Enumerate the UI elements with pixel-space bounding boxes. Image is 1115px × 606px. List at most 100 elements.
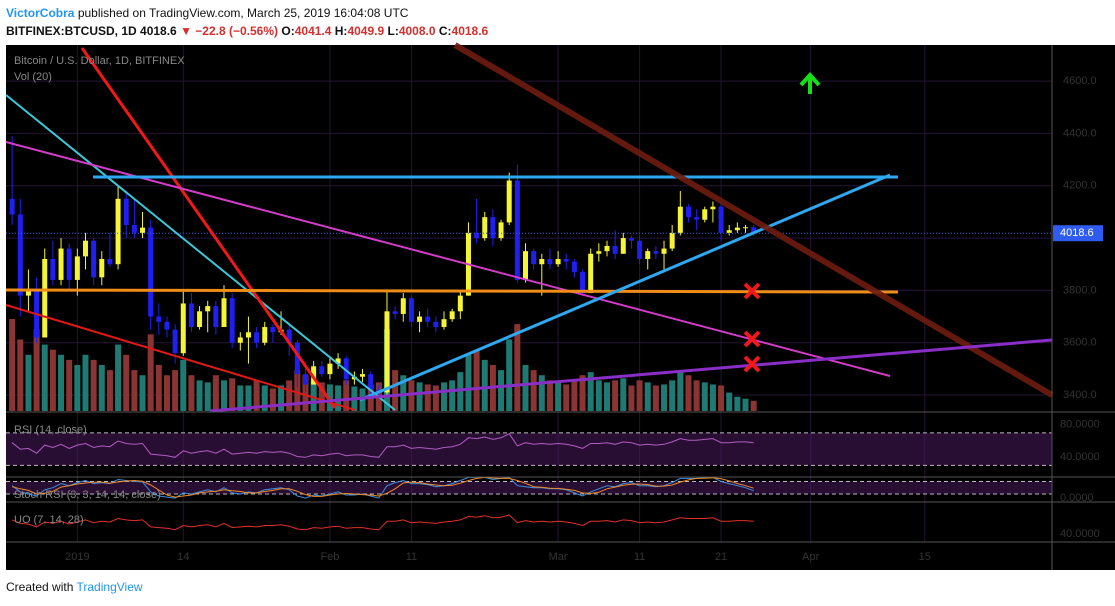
candle-body [637, 240, 643, 260]
volume-bar [253, 380, 260, 411]
volume-bar [196, 380, 203, 411]
volume-bar [661, 384, 668, 411]
candle-body [392, 311, 398, 314]
volume-bar [123, 354, 130, 411]
candle-body [245, 332, 251, 338]
volume-bar [498, 370, 505, 411]
volume-bar [612, 380, 619, 411]
candle-body [140, 227, 146, 233]
candle-body [408, 298, 414, 322]
volume-bar [685, 375, 692, 411]
volume-bar [473, 349, 480, 411]
volume-bar [571, 380, 578, 411]
candle-body [449, 311, 455, 320]
volume-bar [261, 385, 268, 411]
volume-bar [98, 365, 105, 411]
candle-body [751, 227, 757, 234]
candle-body [734, 227, 740, 231]
indicator-line [11, 476, 754, 498]
volume-bar [726, 392, 733, 411]
volume-bar [302, 375, 309, 411]
volume-bar [343, 380, 350, 411]
volume-bar [131, 370, 138, 411]
volume-bar [392, 370, 399, 411]
volume-bar [163, 375, 170, 411]
volume-bar [718, 385, 725, 411]
y-tick-label: 40.0000 [1060, 528, 1100, 540]
volume-bar [106, 370, 113, 411]
volume-bar [750, 400, 757, 411]
candle-body [702, 209, 708, 220]
volume-bar [734, 396, 741, 411]
volume-bar [147, 334, 154, 411]
candle-body [319, 366, 325, 375]
ohlc-label: O: [281, 24, 295, 38]
x-tick-label: Mar [549, 551, 568, 563]
y-tick-label: 3800.0 [1063, 284, 1097, 296]
candle-body [42, 259, 48, 338]
ohlc-label: C: [438, 24, 452, 38]
candle-body [457, 295, 463, 312]
candle-body [82, 240, 88, 257]
volume-bar [652, 385, 659, 411]
volume-bar [318, 382, 325, 411]
volume-bar [449, 380, 456, 411]
candle-body [661, 248, 667, 254]
volume-bar [620, 378, 627, 411]
volume-bar [522, 365, 529, 411]
volume-bar [204, 382, 211, 411]
volume-bar [82, 354, 89, 411]
candle-body [506, 180, 512, 223]
candle-body [474, 232, 480, 239]
candle-body [360, 374, 366, 377]
volume-bar [514, 324, 521, 411]
candle-body [262, 327, 268, 343]
header: VictorCobra published on TradingView.com… [6, 4, 488, 40]
candle-body [563, 259, 569, 262]
candle-body [677, 206, 683, 233]
published: published on TradingView.com, March 25, … [77, 6, 409, 20]
cross-mark [743, 282, 761, 300]
axes: 2019 14 Feb 11 Mar 11 21 Apr 15 3400.0 3600.0 3800.… [6, 45, 1115, 570]
candle-body [270, 327, 276, 333]
volume-bar [546, 380, 553, 411]
y-tick-label: 40.0000 [1060, 451, 1100, 463]
candle-body [188, 303, 194, 328]
indicator-title: UO (7, 14, 28) [14, 514, 84, 526]
volume-bar [424, 384, 431, 411]
change: −22.8 (−0.56%) [195, 24, 279, 38]
candle-body [156, 316, 162, 322]
candle-body [148, 227, 154, 317]
volume-bar [416, 382, 423, 411]
volume-bar [587, 372, 594, 411]
brand[interactable]: TradingView [76, 580, 143, 594]
chart-title: Bitcoin / U.S. Dollar, 1D, BITFINEX [14, 55, 185, 67]
trend-line [5, 94, 396, 411]
volume-bar [603, 382, 610, 411]
symbol: BITFINEX:BTCUSD, 1D [6, 24, 137, 38]
indicator-title: Stoch RSI (3, 3, 14, 14, close) [14, 489, 161, 501]
candle-body [115, 198, 121, 265]
ohlc-value: 4008.0 [398, 24, 436, 38]
candle-body [490, 217, 496, 239]
volume-bar [221, 380, 228, 411]
candle-body [384, 311, 390, 393]
volume-bar [74, 365, 81, 411]
volume-bar [563, 384, 570, 411]
volume-bar [636, 380, 643, 411]
author[interactable]: VictorCobra [6, 6, 75, 20]
trend-line [5, 304, 356, 411]
volume-bar [294, 370, 301, 411]
trend-line [5, 141, 891, 377]
x-tick-label: 11 [634, 551, 645, 563]
volume-bar [155, 365, 162, 411]
candle-body [237, 337, 243, 343]
ohlc-label: L: [387, 24, 399, 38]
volume-bar [335, 385, 342, 411]
volume-title: Vol (20) [14, 71, 52, 83]
volume-bar [229, 378, 236, 411]
candle-body [205, 306, 211, 312]
candle-body [213, 306, 219, 328]
